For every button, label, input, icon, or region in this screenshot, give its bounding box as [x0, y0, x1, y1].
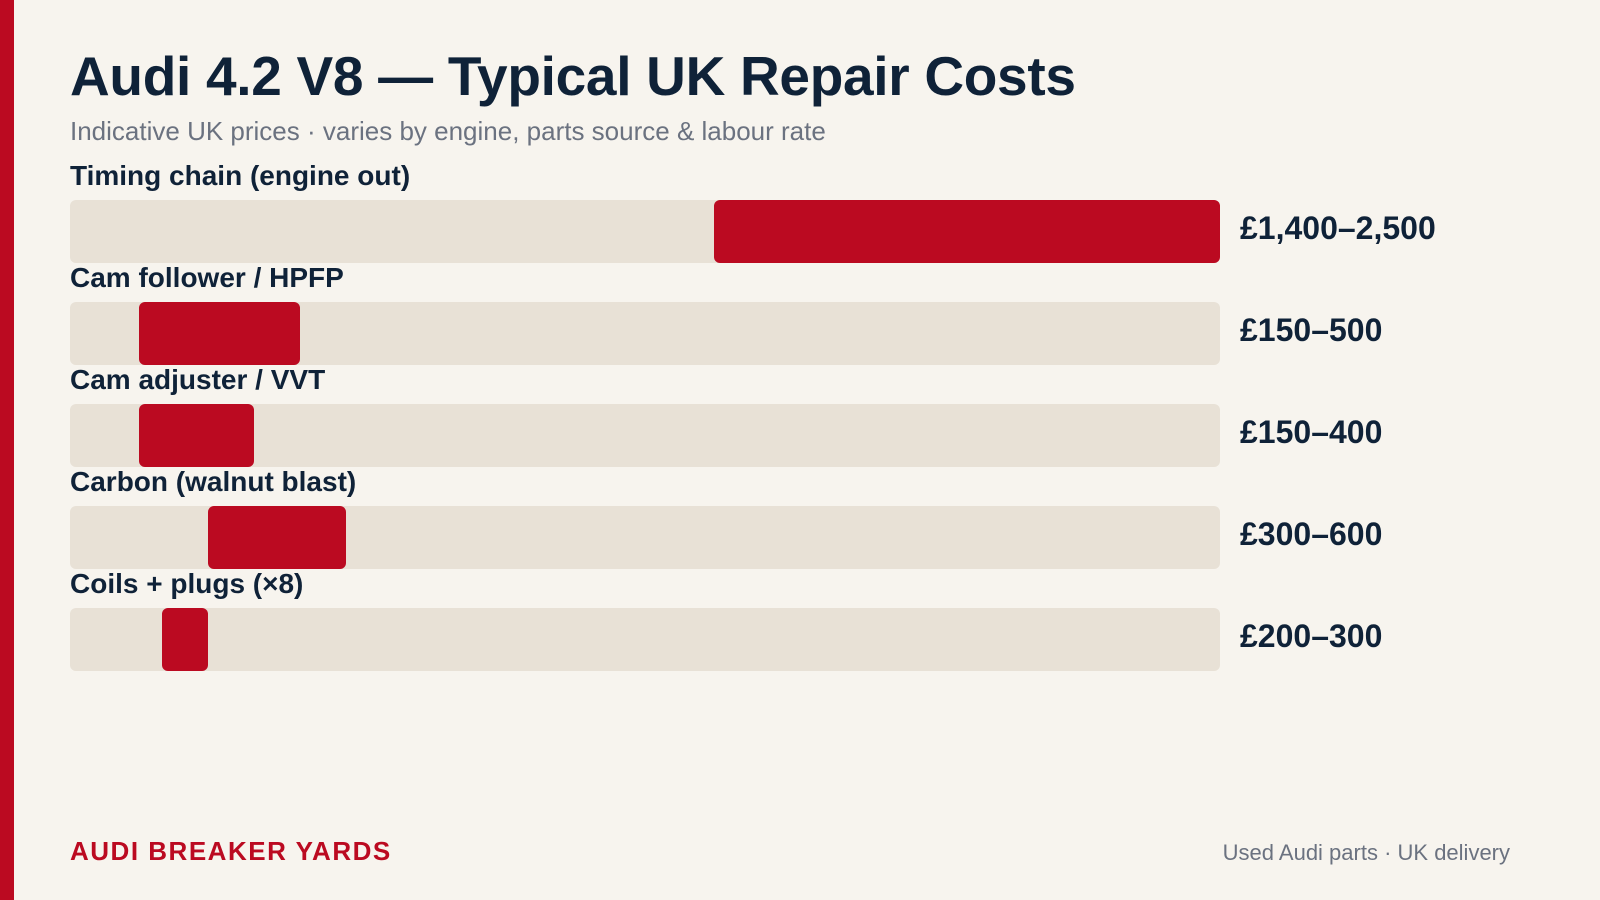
cost-range-label: £150–400 — [1240, 414, 1383, 450]
chart-row: Cam adjuster / VVT £150–400 — [70, 364, 1550, 468]
cost-range-bar — [139, 404, 254, 467]
cost-range-bar — [208, 506, 346, 569]
page-subtitle: Indicative UK prices · varies by engine,… — [70, 116, 826, 146]
chart-row: Timing chain (engine out) £1,400–2,500 — [70, 160, 1550, 264]
bar-track — [70, 608, 1220, 671]
category-label: Carbon (walnut blast) — [70, 466, 357, 497]
footer-note: Used Audi parts · UK delivery — [1222, 840, 1510, 865]
category-label: Coils + plugs (×8) — [70, 568, 304, 599]
repair-cost-chart: Timing chain (engine out) £1,400–2,500 Cam… — [70, 160, 1550, 690]
cost-range-label: £1,400–2,500 — [1240, 210, 1436, 246]
cost-range-label: £150–500 — [1240, 312, 1383, 348]
chart-row: Cam follower / HPFP £150–500 — [70, 262, 1550, 366]
category-label: Cam adjuster / VVT — [70, 364, 326, 395]
chart-row: Coils + plugs (×8) £200–300 — [70, 568, 1550, 672]
cost-range-bar — [162, 608, 208, 671]
category-label: Timing chain (engine out) — [70, 160, 411, 191]
accent-stripe — [0, 0, 14, 900]
bar-track — [70, 404, 1220, 467]
cost-range-bar — [714, 200, 1220, 263]
category-label: Cam follower / HPFP — [70, 262, 344, 293]
brand-name: AUDI BREAKER YARDS — [70, 836, 392, 866]
cost-range-label: £300–600 — [1240, 516, 1383, 552]
page-title: Audi 4.2 V8 — Typical UK Repair Costs — [70, 45, 1076, 107]
cost-range-bar — [139, 302, 300, 365]
chart-row: Carbon (walnut blast) £300–600 — [70, 466, 1550, 570]
bar-track — [70, 302, 1220, 365]
bar-track — [70, 506, 1220, 569]
bar-track — [70, 200, 1220, 263]
cost-range-label: £200–300 — [1240, 618, 1383, 654]
